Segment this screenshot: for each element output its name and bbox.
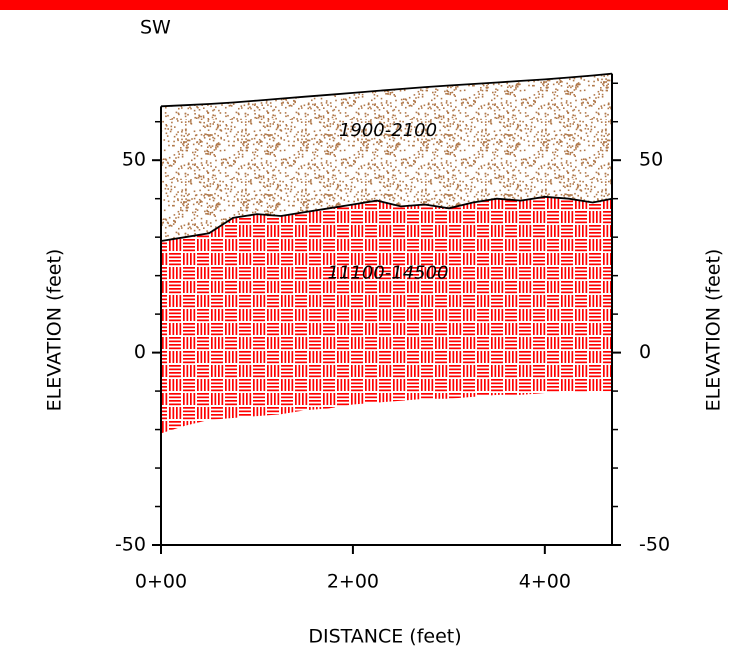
y-tick-label: -50 — [115, 534, 146, 556]
x-tick-label: 0+00 — [135, 571, 187, 593]
y2-tick-label: 50 — [639, 149, 663, 171]
layer-label: 1900-2100 — [339, 120, 437, 141]
y2-tick-label: 0 — [639, 341, 651, 363]
chart-title: SW — [140, 17, 171, 39]
y2-axis-title: ELEVATION (feet) — [703, 249, 725, 412]
layer-area — [161, 73, 612, 241]
x-axis-title: DISTANCE (feet) — [308, 626, 461, 648]
layer-area — [161, 196, 612, 434]
y-tick-label: 50 — [122, 149, 146, 171]
layer-top-line — [160, 195, 613, 242]
y2-tick-label: -50 — [639, 534, 670, 556]
x-tick-label: 4+00 — [519, 571, 571, 593]
layer-label: 11100-14500 — [327, 263, 448, 284]
y-axis-title: ELEVATION (feet) — [44, 249, 66, 412]
y-tick-label: 0 — [134, 341, 146, 363]
top-banner — [0, 0, 728, 10]
x-tick-label: 2+00 — [327, 571, 379, 593]
layer-top-line — [160, 72, 613, 108]
